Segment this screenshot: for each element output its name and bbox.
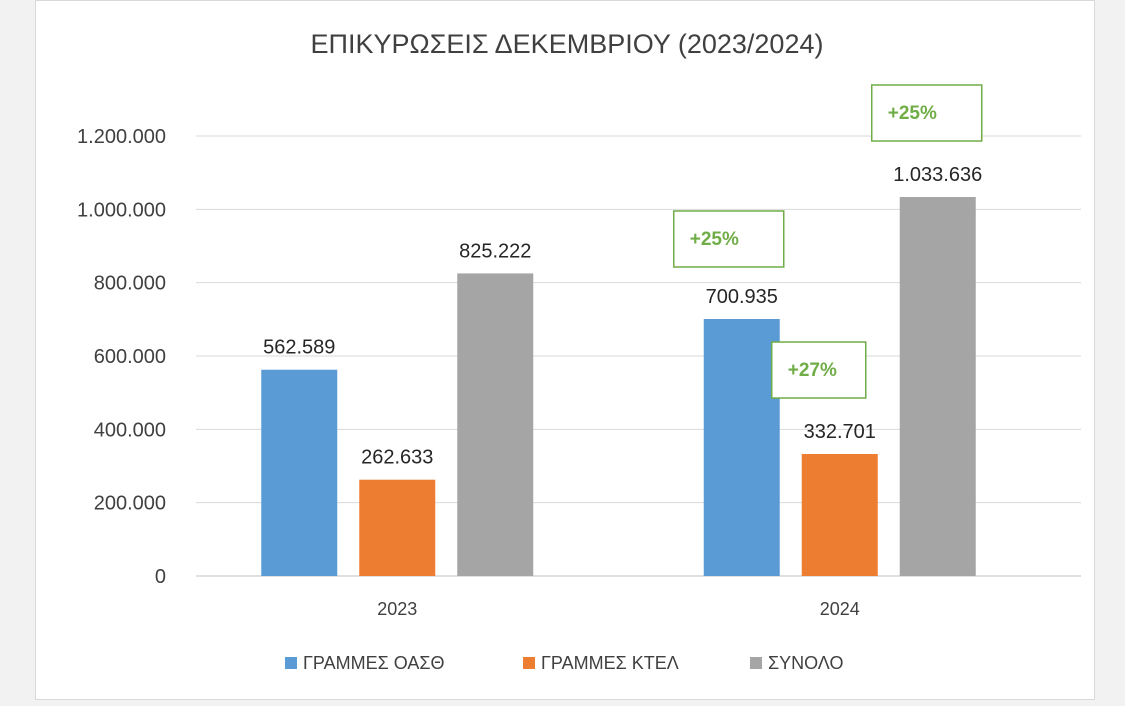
annotation-text: +25%	[690, 229, 739, 250]
data-label: 1.033.636	[893, 164, 982, 186]
legend-swatch	[523, 657, 535, 669]
annotation-box	[771, 341, 867, 399]
annotation-text: +27%	[788, 360, 837, 381]
chart-title: ΕΠΙΚΥΡΩΣΕΙΣ ΔΕΚΕΜΒΡΙΟΥ (2023/2024)	[311, 29, 824, 59]
bar	[457, 273, 534, 576]
x-category-label: 2024	[820, 599, 860, 619]
data-labels: 562.589 262.633 825.222 700.935 332.701 1.033…	[263, 164, 982, 469]
annotation-box	[673, 210, 785, 268]
bar-chart: ΕΠΙΚΥΡΩΣΕΙΣ ΔΕΚΕΜΒΡΙΟΥ (2023/2024) 0 200.…	[77, 29, 1081, 673]
data-label: 700.935	[706, 286, 778, 308]
bar	[899, 197, 976, 577]
legend-label: ΓΡΑΜΜΕΣ ΚΤΕΛ	[541, 653, 679, 673]
data-label: 825.222	[459, 240, 531, 262]
x-axis-categories: 2023 2024	[377, 599, 860, 619]
gridlines	[196, 135, 1081, 577]
annotation-text: +25%	[888, 103, 937, 124]
legend: ΓΡΑΜΜΕΣ ΟΑΣΘ ΓΡΑΜΜΕΣ ΚΤΕΛ ΣΥΝΟΛΟ	[285, 653, 843, 673]
bar	[703, 318, 780, 576]
legend-label: ΣΥΝΟΛΟ	[768, 653, 843, 673]
y-tick-label: 1.000.000	[77, 199, 166, 221]
y-tick-label: 200.000	[94, 493, 166, 515]
y-tick-label: 800.000	[94, 273, 166, 295]
y-tick-label: 400.000	[94, 419, 166, 441]
annotation-box	[871, 84, 983, 142]
legend-swatch	[750, 657, 762, 669]
bar	[261, 369, 338, 576]
y-tick-label: 1.200.000	[77, 126, 166, 148]
legend-label: ΓΡΑΜΜΕΣ ΟΑΣΘ	[303, 653, 445, 673]
y-axis-ticks: 0 200.000 400.000 600.000 800.000 1.000.000 1.…	[77, 126, 166, 588]
growth-annotations: +25% +27% +25%	[673, 84, 983, 399]
x-category-label: 2023	[377, 599, 417, 619]
y-tick-label: 0	[155, 566, 166, 588]
data-label: 262.633	[361, 447, 433, 469]
bar	[801, 454, 878, 576]
y-tick-label: 600.000	[94, 346, 166, 368]
legend-swatch	[285, 657, 297, 669]
data-label: 332.701	[804, 421, 876, 443]
data-label: 562.589	[263, 337, 335, 359]
bars	[261, 197, 976, 577]
chart-panel: ΕΠΙΚΥΡΩΣΕΙΣ ΔΕΚΕΜΒΡΙΟΥ (2023/2024) 0 200.…	[35, 0, 1095, 700]
bar	[359, 479, 436, 576]
